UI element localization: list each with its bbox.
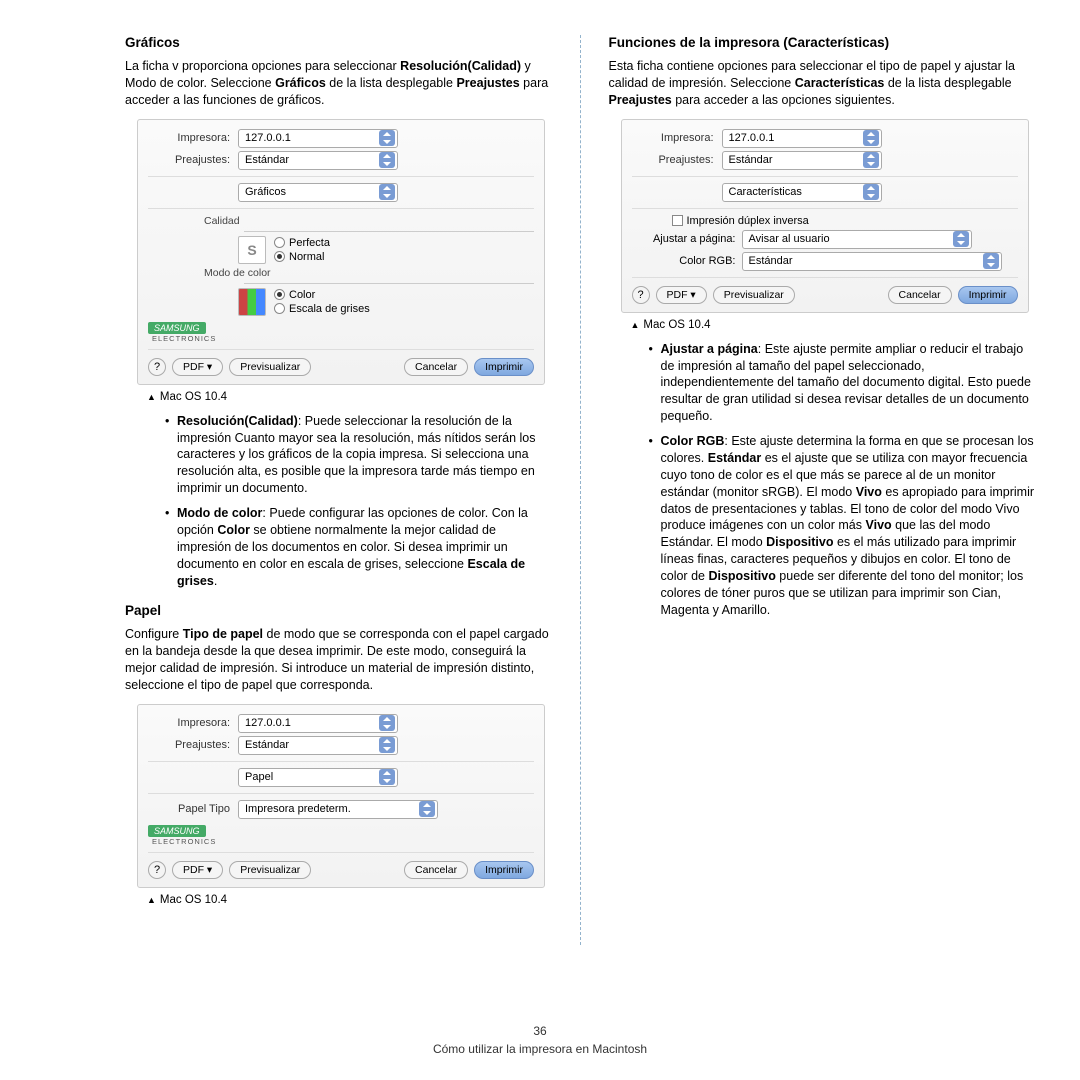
- label-preajustes: Preajustes:: [148, 739, 238, 751]
- select-preajustes[interactable]: Estándar: [238, 151, 398, 170]
- cancel-button[interactable]: Cancelar: [404, 861, 468, 879]
- label-ajustar: Ajustar a página:: [642, 233, 742, 245]
- cancel-button[interactable]: Cancelar: [404, 358, 468, 376]
- group-modo-color: Modo de color: [204, 267, 534, 279]
- label-duplex: Impresión dúplex inversa: [687, 215, 809, 227]
- heading-funciones: Funciones de la impresora (Característic…: [609, 35, 1036, 50]
- select-impresora[interactable]: 127.0.0.1: [238, 714, 398, 733]
- checkbox-duplex[interactable]: [672, 215, 683, 226]
- select-papel-tipo[interactable]: Impresora predeterm.: [238, 800, 438, 819]
- text: La ficha v proporciona opciones para sel…: [125, 59, 400, 73]
- help-button[interactable]: ?: [632, 286, 650, 304]
- select-impresora[interactable]: 127.0.0.1: [238, 129, 398, 148]
- electronics-label: ELECTRONICS: [152, 334, 534, 343]
- select-preajustes[interactable]: Estándar: [238, 736, 398, 755]
- pdf-button[interactable]: PDF ▾: [172, 358, 223, 376]
- footer-text: Cómo utilizar la impresora en Macintosh: [0, 1042, 1080, 1056]
- cancel-button[interactable]: Cancelar: [888, 286, 952, 304]
- radio-normal[interactable]: [274, 251, 285, 262]
- intro-graficos: La ficha v proporciona opciones para sel…: [125, 58, 552, 109]
- select-tab[interactable]: Papel: [238, 768, 398, 787]
- text: de la lista desplegable: [326, 76, 457, 90]
- radio-perfecta[interactable]: [274, 237, 285, 248]
- pdf-button[interactable]: PDF ▾: [172, 861, 223, 879]
- preview-button[interactable]: Previsualizar: [229, 861, 311, 879]
- dropdown-icon: [379, 184, 395, 200]
- heading-graficos: Gráficos: [125, 35, 552, 50]
- thumb-color: [238, 288, 266, 316]
- radio-grises[interactable]: [274, 303, 285, 314]
- label-preajustes: Preajustes:: [148, 154, 238, 166]
- bullet-color-rgb: Color RGB: Este ajuste determina la form…: [649, 433, 1036, 619]
- select-preajustes[interactable]: Estándar: [722, 151, 882, 170]
- help-button[interactable]: ?: [148, 358, 166, 376]
- bullet-resolucion: Resolución(Calidad): Puede seleccionar l…: [165, 413, 552, 497]
- dropdown-icon: [863, 152, 879, 168]
- caption-3: Mac OS 10.4: [631, 319, 1036, 331]
- bullet-ajustar: Ajustar a página: Este ajuste permite am…: [649, 341, 1036, 425]
- label-papel-tipo: Papel Tipo: [148, 803, 238, 815]
- dropdown-icon: [379, 130, 395, 146]
- select-color-rgb[interactable]: Estándar: [742, 252, 1002, 271]
- heading-papel: Papel: [125, 603, 552, 618]
- column-separator: [580, 35, 581, 945]
- text-bold: Gráficos: [275, 76, 326, 90]
- dropdown-icon: [863, 130, 879, 146]
- caption-1: Mac OS 10.4: [147, 391, 552, 403]
- radio-color[interactable]: [274, 289, 285, 300]
- page-footer: 36 Cómo utilizar la impresora en Macinto…: [0, 1024, 1080, 1056]
- bullet-modo-color: Modo de color: Puede configurar las opci…: [165, 505, 552, 589]
- samsung-badge: SAMSUNG: [148, 322, 206, 334]
- label-impresora: Impresora:: [148, 717, 238, 729]
- dropdown-icon: [863, 184, 879, 200]
- dropdown-icon: [983, 253, 999, 269]
- thumb-s: S: [238, 236, 266, 264]
- intro-papel: Configure Tipo de papel de modo que se c…: [125, 626, 552, 694]
- select-ajustar[interactable]: Avisar al usuario: [742, 230, 972, 249]
- dropdown-icon: [379, 152, 395, 168]
- pdf-button[interactable]: PDF ▾: [656, 286, 707, 304]
- help-button[interactable]: ?: [148, 861, 166, 879]
- text-bold: Resolución(Calidad): [400, 59, 521, 73]
- dialog-graficos: Impresora: 127.0.0.1 Preajustes: Estánda…: [137, 119, 545, 385]
- label-impresora: Impresora:: [632, 132, 722, 144]
- electronics-label: ELECTRONICS: [152, 837, 534, 846]
- dropdown-icon: [379, 737, 395, 753]
- group-calidad: Calidad: [204, 215, 534, 227]
- text-bold: Preajustes: [456, 76, 519, 90]
- print-button[interactable]: Imprimir: [474, 358, 534, 376]
- dropdown-icon: [379, 769, 395, 785]
- select-tab[interactable]: Gráficos: [238, 183, 398, 202]
- dropdown-icon: [379, 715, 395, 731]
- caption-2: Mac OS 10.4: [147, 894, 552, 906]
- print-button[interactable]: Imprimir: [958, 286, 1018, 304]
- preview-button[interactable]: Previsualizar: [229, 358, 311, 376]
- dropdown-icon: [419, 801, 435, 817]
- dropdown-icon: [953, 231, 969, 247]
- dialog-caracteristicas: Impresora: 127.0.0.1 Preajustes: Estánda…: [621, 119, 1029, 313]
- samsung-badge: SAMSUNG: [148, 825, 206, 837]
- label-preajustes: Preajustes:: [632, 154, 722, 166]
- page-number: 36: [0, 1024, 1080, 1038]
- print-button[interactable]: Imprimir: [474, 861, 534, 879]
- label-color-rgb: Color RGB:: [642, 255, 742, 267]
- select-tab[interactable]: Características: [722, 183, 882, 202]
- preview-button[interactable]: Previsualizar: [713, 286, 795, 304]
- intro-funciones: Esta ficha contiene opciones para selecc…: [609, 58, 1036, 109]
- select-impresora[interactable]: 127.0.0.1: [722, 129, 882, 148]
- label-impresora: Impresora:: [148, 132, 238, 144]
- dialog-papel: Impresora: 127.0.0.1 Preajustes: Estánda…: [137, 704, 545, 888]
